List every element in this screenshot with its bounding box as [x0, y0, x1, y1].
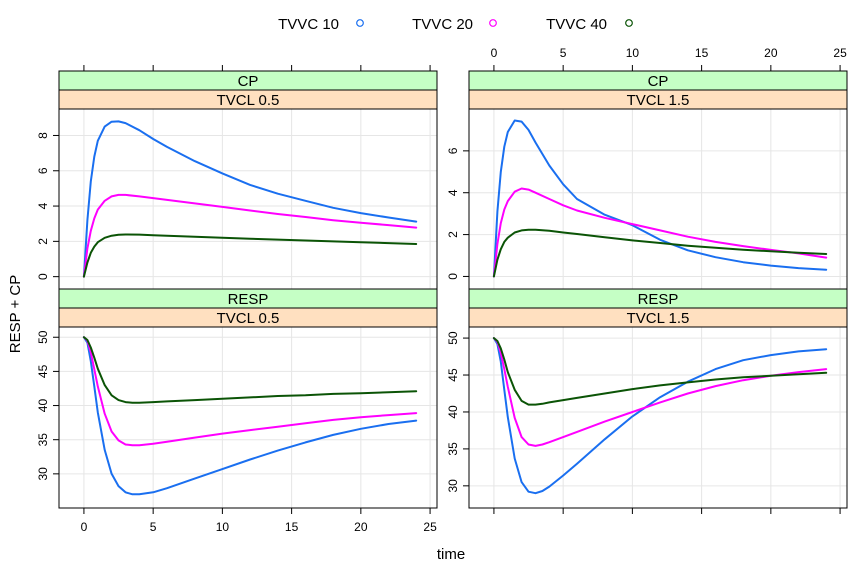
x-tick-label: 25 [833, 46, 847, 60]
legend-label: TVVC 40 [546, 16, 607, 33]
strip-inner-label: TVCL 0.5 [217, 92, 280, 109]
series-line-tvvc-20 [82, 336, 418, 447]
series-line-tvvc-20 [82, 193, 418, 278]
x-tick-label: 20 [764, 46, 778, 60]
y-axis: 30 35 40 45 50 [446, 331, 469, 493]
x-tick-label: 0 [81, 520, 88, 534]
y-axis: 0 2 4 6 8 [36, 132, 59, 280]
strip-outer-label: RESP [638, 291, 679, 308]
strip-inner-label: TVCL 1.5 [627, 310, 690, 327]
series-line-tvvc-10 [82, 120, 418, 278]
x-tick-label: 5 [150, 520, 157, 534]
y-tick-label: 0 [446, 273, 460, 280]
grid [59, 327, 437, 508]
grid [59, 109, 437, 289]
strip-inner-label: TVCL 1.5 [627, 92, 690, 109]
grid [469, 109, 847, 289]
y-tick-label: 6 [446, 147, 460, 154]
legend-marker [625, 19, 633, 27]
y-axis: 30 35 40 45 50 [36, 330, 59, 481]
y-tick-label: 0 [36, 273, 50, 280]
y-tick-label: 2 [446, 231, 460, 238]
y-tick-label: 6 [36, 167, 50, 174]
series-line-tvvc-10 [82, 336, 418, 496]
y-tick-label: 8 [36, 132, 50, 139]
strip-inner-label: TVCL 0.5 [217, 310, 280, 327]
x-tick-label: 15 [285, 520, 299, 534]
series-line-tvvc-40 [82, 233, 418, 278]
panel-frame [468, 108, 848, 290]
legend-marker [356, 19, 364, 27]
y-tick-label: 35 [446, 442, 460, 456]
y-tick-label: 2 [36, 238, 50, 245]
legend-label: TVVC 20 [412, 16, 473, 33]
x-tick-label: 25 [423, 520, 437, 534]
x-axes: 0 5 10 15 20 250 5 10 15 20 25 [81, 46, 847, 534]
series-line-tvvc-40 [492, 337, 828, 406]
y-tick-label: 35 [36, 433, 50, 447]
panel-frame [58, 326, 438, 509]
series-line-tvvc-10 [492, 119, 828, 278]
series-line-tvvc-10 [492, 337, 828, 495]
series-line-tvvc-20 [492, 337, 828, 447]
x-tick-label: 5 [560, 46, 567, 60]
legend: TVVC 10 TVVC 20 TVVC 40 [278, 16, 633, 33]
x-tick-label: 20 [354, 520, 368, 534]
series-line-tvvc-20 [492, 187, 828, 278]
y-tick-label: 50 [36, 330, 50, 344]
x-tick-label: 0 [491, 46, 498, 60]
x-tick-label: 10 [216, 520, 230, 534]
x-axis-label: time [437, 546, 465, 563]
panels: CP TVCL 0.5 0 2 4 6 8 CP TVCL 1.5 0 2 4 6 RESP TVCL 0.… [36, 46, 848, 534]
series-line-tvvc-40 [492, 228, 828, 278]
strip-outer-label: CP [648, 73, 669, 90]
panel-cp-cl15: CP TVCL 1.5 0 2 4 6 [446, 70, 848, 290]
series-line-tvvc-40 [82, 336, 418, 404]
x-tick-label: 10 [626, 46, 640, 60]
legend-marker [489, 19, 497, 27]
y-tick-label: 45 [446, 368, 460, 382]
y-tick-label: 50 [446, 331, 460, 345]
y-axis-label: RESP + CP [7, 275, 24, 354]
grid [469, 327, 847, 508]
panel-resp-cl05: RESP TVCL 0.5 30 35 40 45 50 [36, 288, 438, 509]
x-tick-label: 15 [695, 46, 709, 60]
y-tick-label: 4 [36, 202, 50, 209]
legend-label: TVVC 10 [278, 16, 339, 33]
y-tick-label: 30 [36, 467, 50, 481]
strip-outer-label: CP [238, 73, 259, 90]
panel-resp-cl15: RESP TVCL 1.5 30 35 40 45 50 [446, 288, 848, 509]
panel-frame [468, 326, 848, 509]
strip-outer-label: RESP [228, 291, 269, 308]
panel-cp-cl05: CP TVCL 0.5 0 2 4 6 8 [36, 70, 438, 290]
y-tick-label: 45 [36, 364, 50, 378]
y-axis: 0 2 4 6 [446, 147, 469, 280]
y-tick-label: 40 [446, 405, 460, 419]
y-tick-label: 40 [36, 399, 50, 413]
panel-frame [58, 108, 438, 290]
y-tick-label: 4 [446, 189, 460, 196]
y-tick-label: 30 [446, 479, 460, 493]
